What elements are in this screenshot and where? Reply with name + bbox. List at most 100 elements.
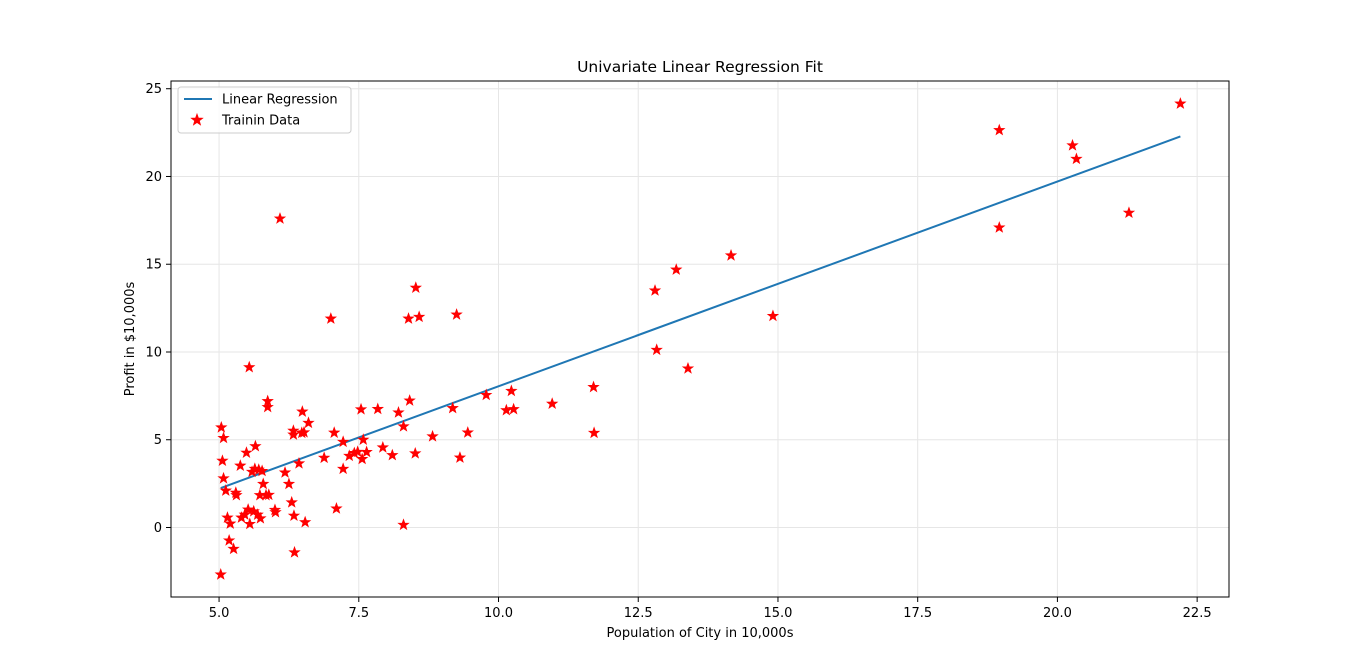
training-data-point bbox=[254, 511, 267, 524]
training-data-point bbox=[402, 312, 415, 324]
x-tick-label: 15.0 bbox=[763, 606, 792, 621]
training-data-point bbox=[461, 426, 474, 438]
training-data-point bbox=[650, 343, 663, 356]
training-data-point bbox=[450, 308, 463, 320]
training-data-point bbox=[354, 402, 368, 415]
training-data-point bbox=[243, 360, 256, 373]
training-data-point bbox=[409, 446, 422, 459]
x-tick-label: 5.0 bbox=[209, 606, 230, 621]
training-data-point bbox=[288, 545, 301, 558]
training-data-point bbox=[426, 429, 439, 442]
training-data-point bbox=[224, 517, 237, 529]
training-data-point bbox=[216, 454, 229, 467]
training-data-point bbox=[287, 509, 301, 521]
training-data-point bbox=[297, 425, 311, 438]
legend-label-training-data: Trainin Data bbox=[221, 114, 300, 129]
training-data-point bbox=[285, 495, 298, 508]
training-data-point bbox=[397, 518, 410, 531]
training-data-point bbox=[214, 568, 227, 580]
training-data-point bbox=[403, 394, 416, 406]
legend-star-swatch bbox=[190, 112, 204, 126]
training-data-point bbox=[355, 452, 369, 465]
training-data-point bbox=[241, 503, 255, 515]
y-tick-label: 5 bbox=[154, 433, 162, 448]
training-data-point bbox=[724, 248, 738, 261]
y-tick-label: 10 bbox=[145, 345, 162, 360]
y-axis-title: Profit in $10,000s bbox=[123, 281, 138, 396]
x-axis-title: Population of City in 10,000s bbox=[607, 626, 794, 641]
training-data-point bbox=[328, 426, 341, 438]
y-tick-label: 20 bbox=[145, 170, 162, 185]
regression-line bbox=[220, 135, 1181, 489]
training-data-point bbox=[371, 402, 384, 415]
training-data-point bbox=[546, 397, 559, 410]
training-data-point bbox=[507, 402, 520, 415]
plot-area-frame bbox=[170, 80, 1230, 598]
training-data-point bbox=[670, 263, 683, 275]
training-data-point bbox=[269, 505, 282, 518]
training-data-point bbox=[336, 462, 350, 475]
x-tick-label: 22.5 bbox=[1183, 606, 1212, 621]
training-data-point bbox=[480, 388, 493, 401]
training-data-point bbox=[392, 406, 405, 418]
x-tick-label: 10.0 bbox=[484, 606, 513, 621]
training-data-point bbox=[357, 433, 370, 445]
training-data-point bbox=[262, 488, 275, 501]
training-data-point bbox=[261, 400, 274, 413]
training-data-point bbox=[273, 212, 287, 224]
legend-box bbox=[177, 86, 352, 134]
training-data-point bbox=[766, 309, 780, 322]
x-tick-label: 7.5 bbox=[348, 606, 369, 621]
training-data-point bbox=[993, 221, 1006, 233]
training-data-point bbox=[296, 405, 309, 417]
training-data-point bbox=[453, 451, 467, 463]
x-tick-label: 17.5 bbox=[903, 606, 932, 621]
training-data-point bbox=[219, 484, 232, 496]
training-data-point bbox=[292, 456, 306, 469]
training-data-point bbox=[282, 477, 296, 490]
training-data-point bbox=[397, 419, 410, 432]
grid-layer bbox=[171, 81, 1229, 597]
training-data-point bbox=[681, 362, 695, 374]
training-data-layer bbox=[214, 97, 1187, 580]
training-data-point bbox=[222, 534, 236, 546]
tick-layer: 5.0 7.5 10.0 12.5 15.0 17.5 20.0 22.5 0 5 10 15 20 25 bbox=[145, 82, 1211, 621]
training-data-point bbox=[249, 439, 262, 452]
training-data-point bbox=[302, 416, 315, 429]
training-data-point bbox=[257, 477, 270, 490]
chart-title: Univariate Linear Regression Fit bbox=[577, 58, 823, 76]
training-data-point bbox=[409, 281, 422, 293]
training-data-point bbox=[1066, 138, 1079, 151]
training-data-point bbox=[217, 471, 230, 484]
training-data-point bbox=[1174, 97, 1187, 109]
training-data-point bbox=[330, 502, 343, 514]
training-data-point bbox=[587, 380, 600, 393]
training-data-point bbox=[217, 431, 230, 444]
training-data-point bbox=[412, 310, 426, 323]
training-data-point bbox=[324, 312, 338, 324]
training-data-point bbox=[221, 511, 234, 523]
training-data-point bbox=[1122, 206, 1136, 219]
training-data-point bbox=[587, 426, 601, 439]
training-data-point bbox=[287, 428, 300, 440]
x-tick-label: 12.5 bbox=[624, 606, 653, 621]
training-data-point bbox=[255, 464, 269, 477]
training-data-point bbox=[648, 284, 662, 296]
training-data-point bbox=[234, 459, 247, 471]
training-data-point bbox=[240, 446, 253, 458]
training-data-point bbox=[287, 424, 300, 437]
training-data-point bbox=[227, 542, 240, 555]
y-tick-label: 15 bbox=[145, 258, 162, 273]
training-data-point bbox=[360, 445, 373, 458]
training-data-point bbox=[376, 440, 389, 453]
legend: Linear Regression Trainin Data bbox=[177, 86, 352, 134]
legend-label-linear-regression: Linear Regression bbox=[222, 93, 338, 108]
y-tick-label: 25 bbox=[145, 82, 162, 97]
training-data-point bbox=[1070, 152, 1083, 165]
training-data-point bbox=[317, 451, 331, 464]
training-data-point bbox=[243, 517, 256, 530]
regression-line-layer bbox=[220, 135, 1181, 489]
training-data-point bbox=[230, 488, 243, 501]
training-data-point bbox=[505, 384, 518, 397]
training-data-point bbox=[298, 515, 312, 528]
